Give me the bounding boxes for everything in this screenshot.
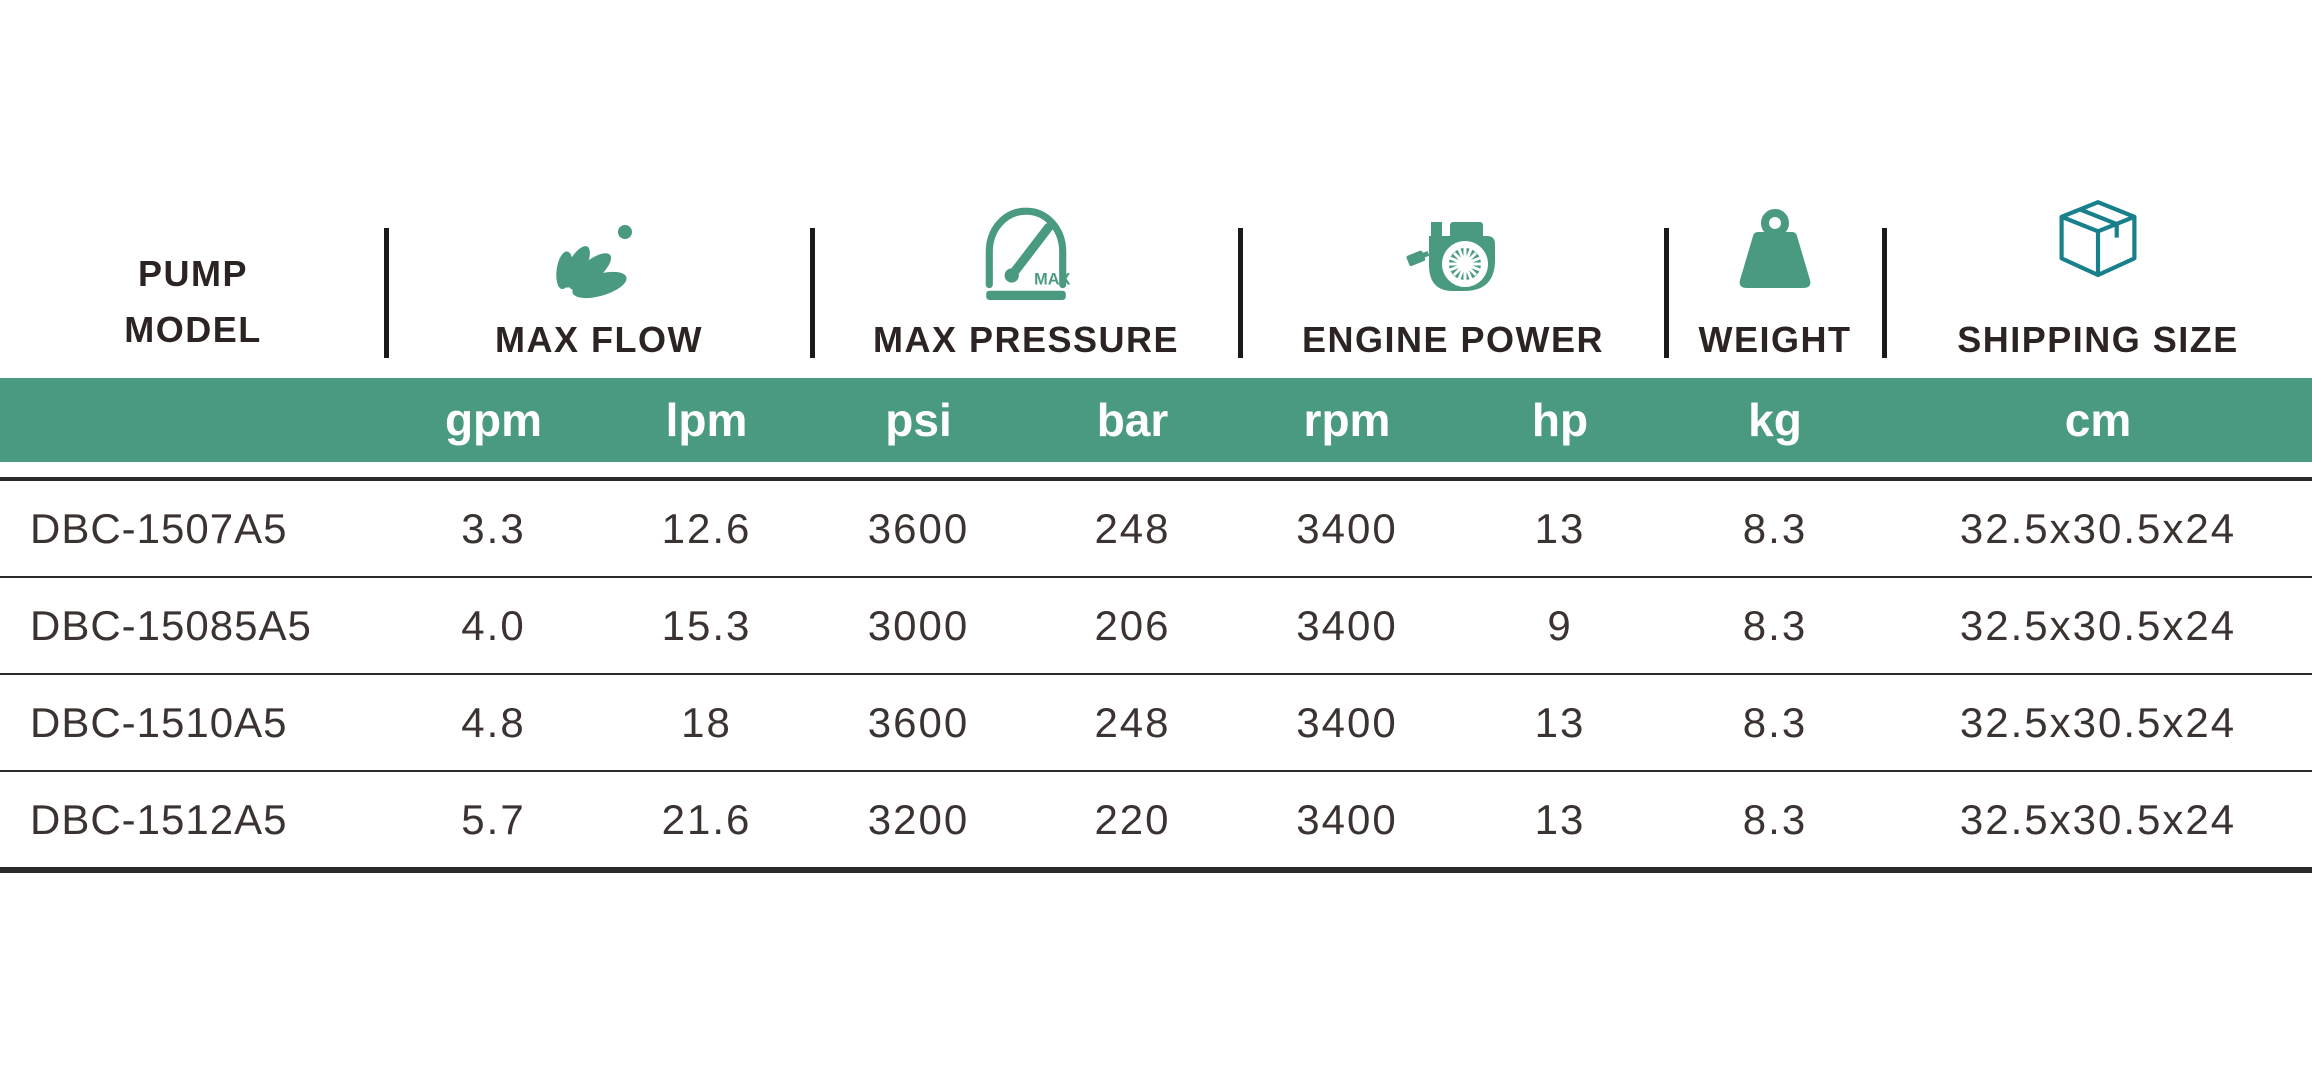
hp-cell: 13 <box>1534 699 1586 746</box>
max-flow-header: MAX FLOW <box>386 0 812 378</box>
header-divider <box>1238 228 1243 358</box>
table-row: DBC-1510A5 4.8 18 3600 248 3400 13 8.3 3… <box>0 675 2312 772</box>
bar-cell: 220 <box>1094 796 1171 843</box>
shipping-box-icon <box>2046 200 2150 304</box>
unit-psi: psi <box>885 394 952 446</box>
max-pressure-header: MAX MAX PRESSURE <box>812 0 1240 378</box>
pump-model-label: PUMP MODEL <box>124 253 262 350</box>
rpm-cell: 3400 <box>1296 796 1398 843</box>
lpm-cell: 15.3 <box>661 602 752 649</box>
gauge-max-text: MAX <box>1034 271 1070 289</box>
kg-cell: 8.3 <box>1742 505 1808 552</box>
units-band: gpm lpm psi bar rpm hp kg cm <box>0 378 2312 462</box>
hp-cell: 13 <box>1534 505 1586 552</box>
header-divider <box>810 228 815 358</box>
header-divider <box>384 228 389 358</box>
psi-cell: 3200 <box>867 796 970 843</box>
pump-model-header: PUMP MODEL <box>0 0 386 378</box>
table-header: PUMP MODEL MAX FLOW <box>0 0 2312 378</box>
bar-cell: 248 <box>1094 699 1171 746</box>
shipping-size-cell: 32.5x30.5x24 <box>1959 796 2237 843</box>
engine-icon <box>1401 200 1505 304</box>
pump-model-cell: DBC-1512A5 <box>30 796 288 843</box>
shipping-size-header: SHIPPING SIZE <box>1884 0 2312 378</box>
lpm-cell: 12.6 <box>661 505 752 552</box>
table-row: DBC-1512A5 5.7 21.6 3200 220 3400 13 8.3… <box>0 772 2312 871</box>
kg-cell: 8.3 <box>1742 602 1808 649</box>
lpm-cell: 21.6 <box>661 796 752 843</box>
unit-cm: cm <box>2064 394 2132 446</box>
engine-power-label: ENGINE POWER <box>1301 319 1605 360</box>
unit-hp: hp <box>1531 394 1589 446</box>
pump-model-cell: DBC-1510A5 <box>30 699 288 746</box>
lpm-cell: 18 <box>681 699 732 746</box>
psi-cell: 3000 <box>867 602 970 649</box>
shipping-size-cell: 32.5x30.5x24 <box>1959 505 2237 552</box>
pressure-gauge-icon: MAX <box>975 200 1077 304</box>
bar-cell: 206 <box>1094 602 1171 649</box>
psi-cell: 3600 <box>867 699 970 746</box>
rpm-cell: 3400 <box>1296 699 1398 746</box>
unit-kg: kg <box>1748 394 1802 446</box>
max-flow-label: MAX FLOW <box>495 319 703 360</box>
shipping-size-label: SHIPPING SIZE <box>1957 319 2239 360</box>
gpm-cell: 4.8 <box>461 699 526 746</box>
unit-bar: bar <box>1096 394 1169 446</box>
table-row: DBC-1507A5 3.3 12.6 3600 248 3400 13 8.3… <box>0 481 2312 578</box>
gpm-cell: 3.3 <box>461 505 526 552</box>
shipping-size-cell: 32.5x30.5x24 <box>1959 699 2237 746</box>
max-pressure-label: MAX PRESSURE <box>872 319 1180 360</box>
table-row: DBC-15085A5 4.0 15.3 3000 206 3400 9 8.3… <box>0 578 2312 675</box>
header-divider <box>1664 228 1669 358</box>
pump-model-cell: DBC-1507A5 <box>30 505 288 552</box>
unit-gpm: gpm <box>444 394 543 446</box>
weight-header: WEIGHT <box>1666 0 1884 378</box>
spec-table: DBC-1507A5 3.3 12.6 3600 248 3400 13 8.3… <box>0 477 2312 873</box>
hp-cell: 13 <box>1534 796 1586 843</box>
gpm-cell: 5.7 <box>461 796 526 843</box>
unit-lpm: lpm <box>665 394 748 446</box>
rpm-cell: 3400 <box>1296 602 1398 649</box>
pump-model-cell: DBC-15085A5 <box>30 602 312 649</box>
weight-label: WEIGHT <box>1698 319 1852 360</box>
water-splash-icon <box>547 200 651 304</box>
rpm-cell: 3400 <box>1296 505 1398 552</box>
weight-icon <box>1725 200 1825 304</box>
gpm-cell: 4.0 <box>461 602 526 649</box>
kg-cell: 8.3 <box>1742 796 1808 843</box>
engine-power-header: ENGINE POWER <box>1240 0 1666 378</box>
psi-cell: 3600 <box>867 505 970 552</box>
header-divider <box>1882 228 1887 358</box>
kg-cell: 8.3 <box>1742 699 1808 746</box>
unit-rpm: rpm <box>1303 394 1391 446</box>
shipping-size-cell: 32.5x30.5x24 <box>1959 602 2237 649</box>
hp-cell: 9 <box>1547 602 1573 649</box>
bar-cell: 248 <box>1094 505 1171 552</box>
